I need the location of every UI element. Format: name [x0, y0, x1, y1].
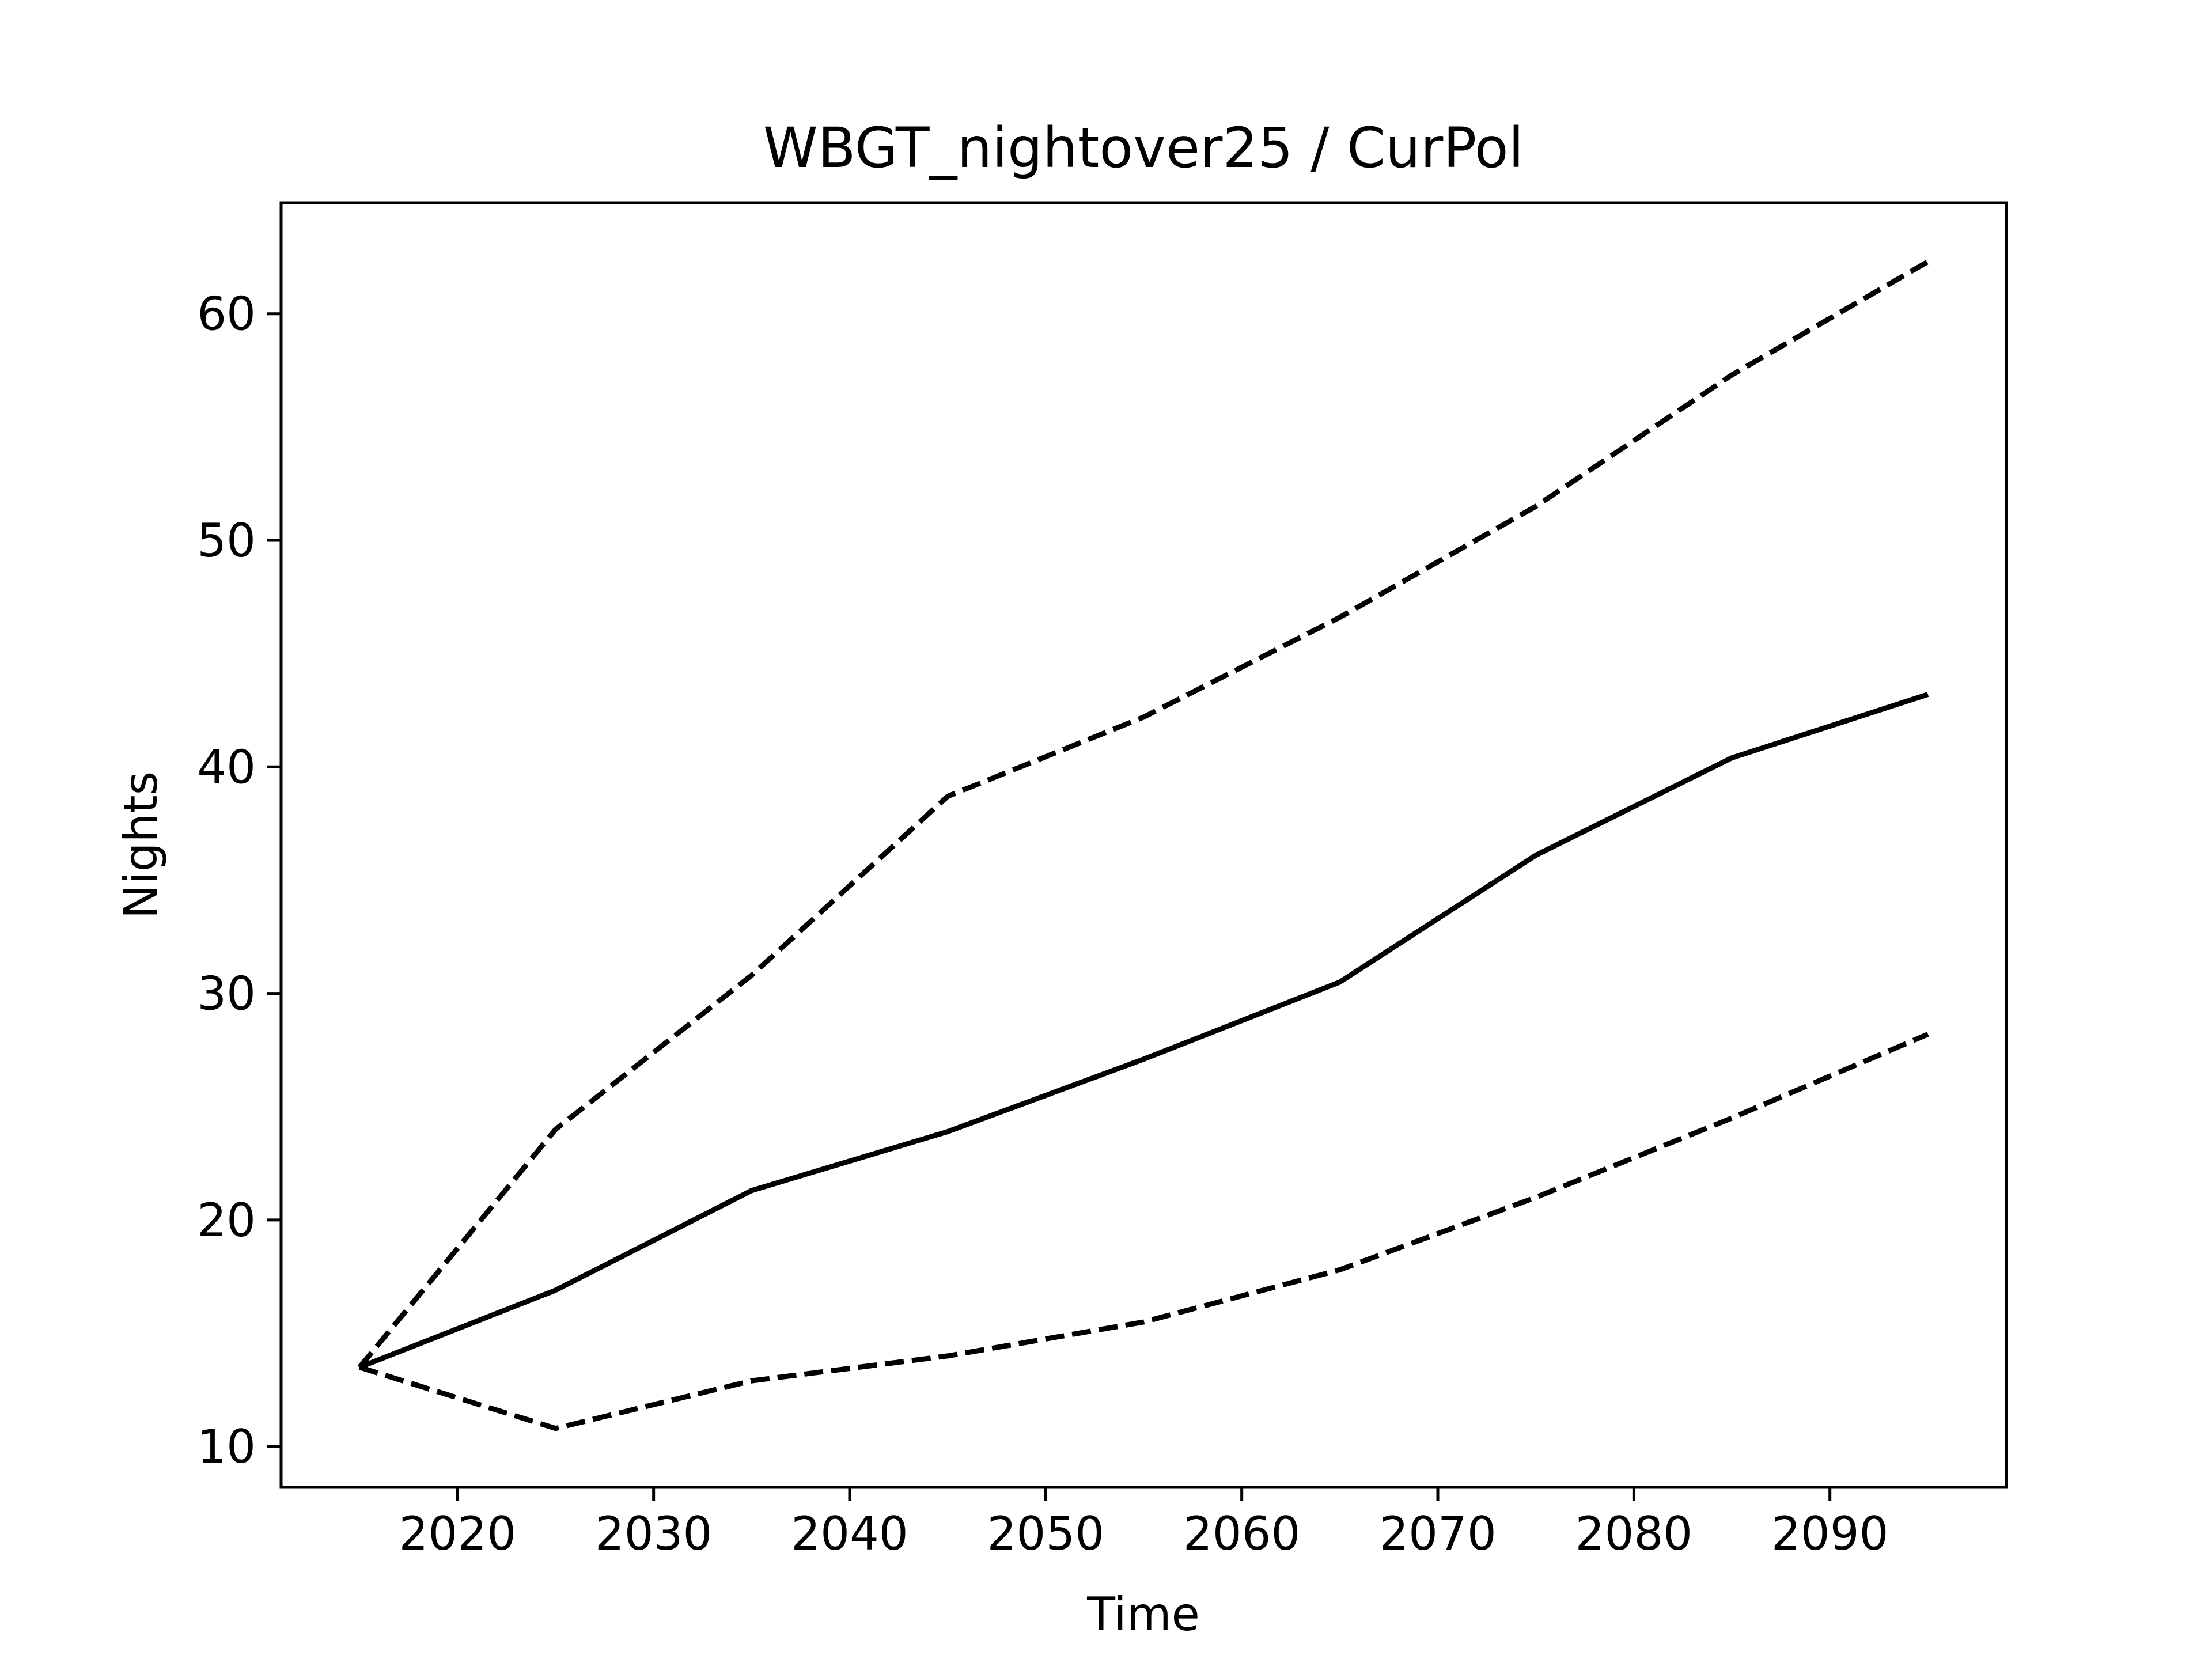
x-tick-label: 2080 [1575, 1507, 1693, 1560]
x-axis-label: Time [1086, 1588, 1200, 1641]
x-tick-label: 2040 [791, 1507, 908, 1560]
y-tick-label: 40 [197, 740, 256, 794]
x-axis-ticks: 2020 2030 2040 2050 2060 2070 2080 2090 [399, 1487, 1889, 1560]
series-line-1 [358, 692, 1929, 1370]
y-tick-label: 20 [197, 1194, 256, 1247]
series-line-3 [358, 1032, 1929, 1431]
y-axis-label: Nights [114, 771, 168, 919]
series-layer [357, 259, 1930, 1431]
y-tick-label: 60 [197, 287, 256, 341]
series-line-2 [357, 259, 1930, 1369]
x-tick-label: 2090 [1771, 1507, 1889, 1560]
x-tick-label: 2030 [595, 1507, 713, 1560]
x-tick-label: 2050 [987, 1507, 1105, 1560]
chart-title: WBGT_nightover25 / CurPol [763, 116, 1524, 180]
y-tick-label: 50 [197, 514, 256, 567]
x-tick-label: 2070 [1379, 1507, 1497, 1560]
y-tick-label: 30 [197, 967, 256, 1021]
y-tick-label: 10 [197, 1420, 256, 1474]
plot-area-frame [279, 201, 2008, 1489]
x-tick-label: 2060 [1183, 1507, 1301, 1560]
y-axis-ticks: 10 20 30 40 50 60 [197, 287, 281, 1474]
x-tick-label: 2020 [399, 1507, 517, 1560]
